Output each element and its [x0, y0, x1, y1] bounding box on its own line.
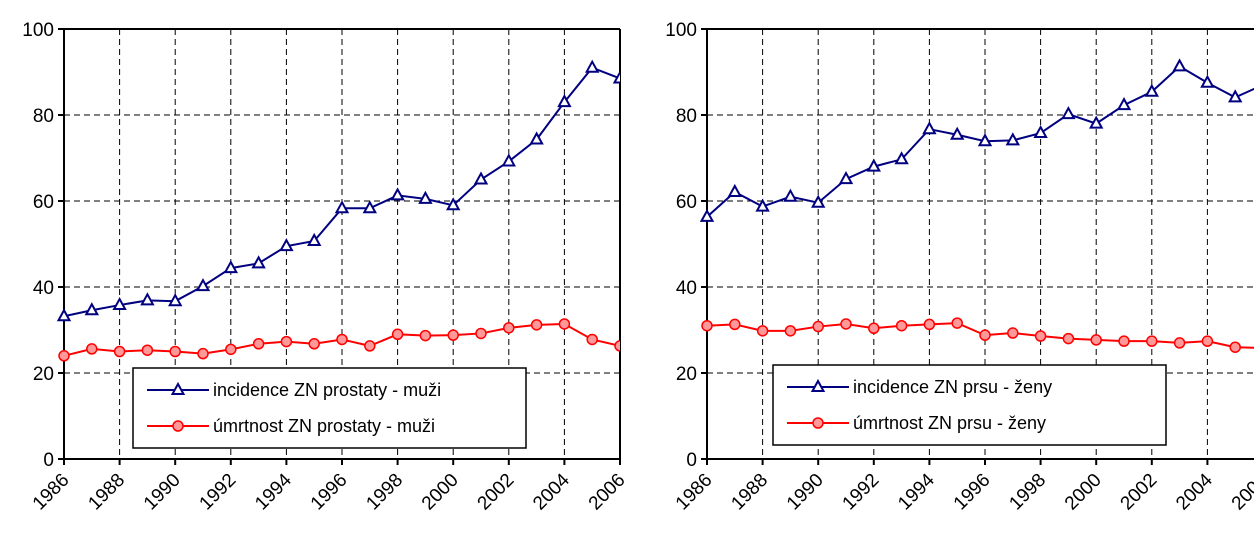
legend-circle-icon [173, 421, 183, 431]
y-tick-label: 0 [686, 450, 697, 471]
x-tick-label: 2002 [1117, 470, 1162, 515]
data-point [281, 337, 291, 347]
data-point [952, 318, 962, 328]
data-point [226, 344, 236, 354]
y-tick-label: 60 [676, 192, 697, 213]
data-point [702, 321, 712, 331]
data-point [1091, 335, 1101, 345]
data-point [254, 339, 264, 349]
data-point [758, 326, 768, 336]
x-tick-label: 1990 [140, 470, 185, 515]
y-tick-label: 20 [676, 364, 697, 385]
x-tick-label: 1994 [251, 469, 296, 514]
y-tick-label: 80 [33, 106, 54, 127]
data-point [170, 347, 180, 357]
x-tick-label: 1996 [307, 470, 352, 515]
x-tick-label: 1992 [839, 470, 884, 515]
y-tick-label: 40 [33, 278, 54, 299]
data-point [142, 345, 152, 355]
data-point [1230, 342, 1240, 352]
x-tick-label: 1986 [672, 470, 717, 515]
data-point [785, 326, 795, 336]
legend-label: incidence ZN prostaty - muži [213, 380, 441, 400]
data-point [730, 319, 740, 329]
y-tick-label: 20 [33, 364, 54, 385]
data-point [1147, 336, 1157, 346]
data-point [869, 323, 879, 333]
x-tick-label: 1994 [894, 469, 939, 514]
x-tick-label: 1990 [783, 470, 828, 515]
data-point [504, 323, 514, 333]
data-point [420, 331, 430, 341]
data-point [980, 330, 990, 340]
data-point [365, 341, 375, 351]
data-point [1175, 338, 1185, 348]
x-tick-label: 1998 [1005, 470, 1050, 515]
x-tick-label: 1988 [84, 470, 129, 515]
x-tick-label: 1996 [950, 470, 995, 515]
data-point [87, 344, 97, 354]
x-tick-label: 2004 [529, 469, 574, 514]
x-tick-label: 2000 [418, 470, 463, 515]
y-tick-label: 40 [676, 278, 697, 299]
y-tick-label: 100 [22, 20, 54, 41]
x-tick-label: 2000 [1061, 470, 1106, 515]
y-tick-label: 80 [676, 106, 697, 127]
data-point [587, 334, 597, 344]
x-tick-label: 1992 [196, 470, 241, 515]
y-tick-label: 0 [43, 450, 54, 471]
data-point [1008, 328, 1018, 338]
data-point [897, 321, 907, 331]
legend-circle-icon [813, 418, 823, 428]
x-tick-label: 1998 [362, 470, 407, 515]
data-point [59, 351, 69, 361]
data-point [1063, 334, 1073, 344]
data-point [1202, 336, 1212, 346]
legend: incidence ZN prostaty - muži úmrtnost ZN … [133, 368, 526, 448]
data-point [448, 330, 458, 340]
x-tick-label: 2004 [1172, 469, 1217, 514]
data-point [615, 341, 625, 351]
data-point [1036, 331, 1046, 341]
data-point [309, 339, 319, 349]
x-tick-label: 2006 [1228, 470, 1254, 515]
legend-label: úmrtnost ZN prsu - ženy [853, 413, 1046, 433]
data-point [813, 322, 823, 332]
data-point [115, 347, 125, 357]
data-point [393, 329, 403, 339]
y-tick-label: 100 [665, 20, 697, 41]
data-point [924, 319, 934, 329]
data-point [1119, 336, 1129, 346]
data-point [476, 328, 486, 338]
x-tick-label: 1988 [727, 470, 772, 515]
x-tick-label: 1986 [29, 470, 74, 515]
data-point [198, 349, 208, 359]
data-point [559, 319, 569, 329]
x-tick-label: 2002 [474, 470, 519, 515]
legend-label: úmrtnost ZN prostaty - muži [213, 416, 435, 436]
legend: incidence ZN prsu - ženy úmrtnost ZN prsu… [773, 365, 1166, 445]
x-tick-label: 2006 [585, 470, 630, 515]
data-point [337, 334, 347, 344]
data-point [532, 320, 542, 330]
y-tick-label: 60 [33, 192, 54, 213]
data-point [841, 319, 851, 329]
legend-label: incidence ZN prsu - ženy [853, 377, 1052, 397]
